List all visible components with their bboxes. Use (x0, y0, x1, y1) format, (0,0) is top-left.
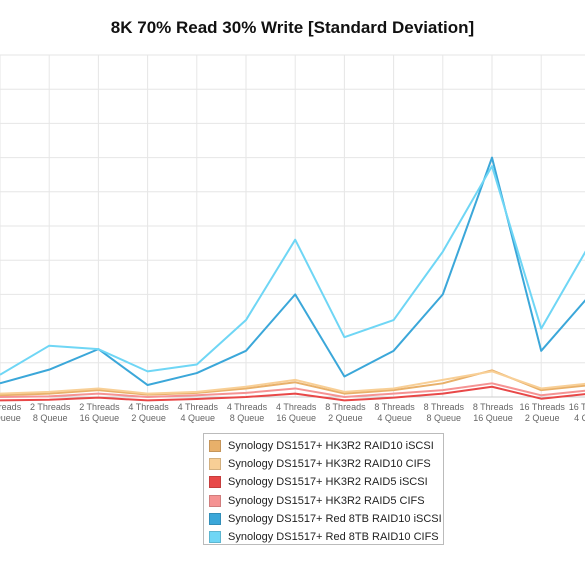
x-tick-label: 4 Threads 8 Queue (227, 402, 268, 423)
legend-label: Synology DS1517+ HK3R2 RAID5 CIFS (228, 494, 425, 507)
legend-item[interactable]: Synology DS1517+ Red 8TB RAID10 iSCSI (209, 510, 443, 528)
x-tick-label: 2 Threads 8 Queue (30, 402, 71, 423)
legend-item[interactable]: Synology DS1517+ Red 8TB RAID10 CIFS (209, 528, 443, 546)
series-line-1 (0, 370, 585, 395)
legend-swatch (209, 440, 221, 453)
legend-item[interactable]: Synology DS1517+ HK3R2 RAID10 CIFS (209, 455, 443, 473)
x-tick-label: 8 Threads 4 Queue (374, 402, 415, 423)
series-line-5 (0, 165, 585, 376)
legend-item[interactable]: Synology DS1517+ HK3R2 RAID5 CIFS (209, 492, 443, 510)
legend-swatch (209, 458, 221, 471)
x-tick-label: 4 Threads 4 Queue (178, 402, 219, 423)
legend-swatch (209, 512, 221, 525)
x-tick-label: 2 Threads 16 Queue (79, 402, 120, 423)
legend: Synology DS1517+ HK3R2 RAID10 iSCSI Synol… (203, 433, 444, 545)
x-tick-label: 4 Threads 16 Queue (276, 402, 317, 423)
x-tick-label: 8 Threads 16 Queue (473, 402, 514, 423)
legend-swatch (209, 476, 221, 489)
grid-lines (0, 54, 585, 398)
legend-item[interactable]: Synology DS1517+ HK3R2 RAID10 iSCSI (209, 437, 443, 455)
series-line-2 (0, 385, 585, 402)
series-line-3 (0, 382, 585, 398)
x-tick-label: 8 Threads 2 Queue (325, 402, 366, 423)
x-tick-label: 4 Threads 2 Queue (128, 402, 169, 423)
chart-title: 8K 70% Read 30% Write [Standard Deviatio… (110, 18, 475, 37)
x-tick-label: 8 Threads 8 Queue (424, 402, 465, 423)
legend-label: Synology DS1517+ HK3R2 RAID5 iSCSI (228, 476, 428, 489)
legend-label: Synology DS1517+ Red 8TB RAID10 CIFS (228, 531, 439, 544)
legend-item[interactable]: Synology DS1517+ HK3R2 RAID5 iSCSI (209, 473, 443, 491)
legend-label: Synology DS1517+ HK3R2 RAID10 iSCSI (228, 440, 434, 453)
x-tick-label: 16 Threads 2 Queue (520, 402, 566, 423)
legend-swatch (209, 494, 221, 507)
legend-label: Synology DS1517+ HK3R2 RAID10 CIFS (228, 458, 431, 471)
series-lines (0, 156, 585, 402)
series-line-0 (0, 369, 585, 397)
legend-swatch (209, 531, 221, 544)
legend-label: Synology DS1517+ Red 8TB RAID10 iSCSI (228, 512, 442, 525)
